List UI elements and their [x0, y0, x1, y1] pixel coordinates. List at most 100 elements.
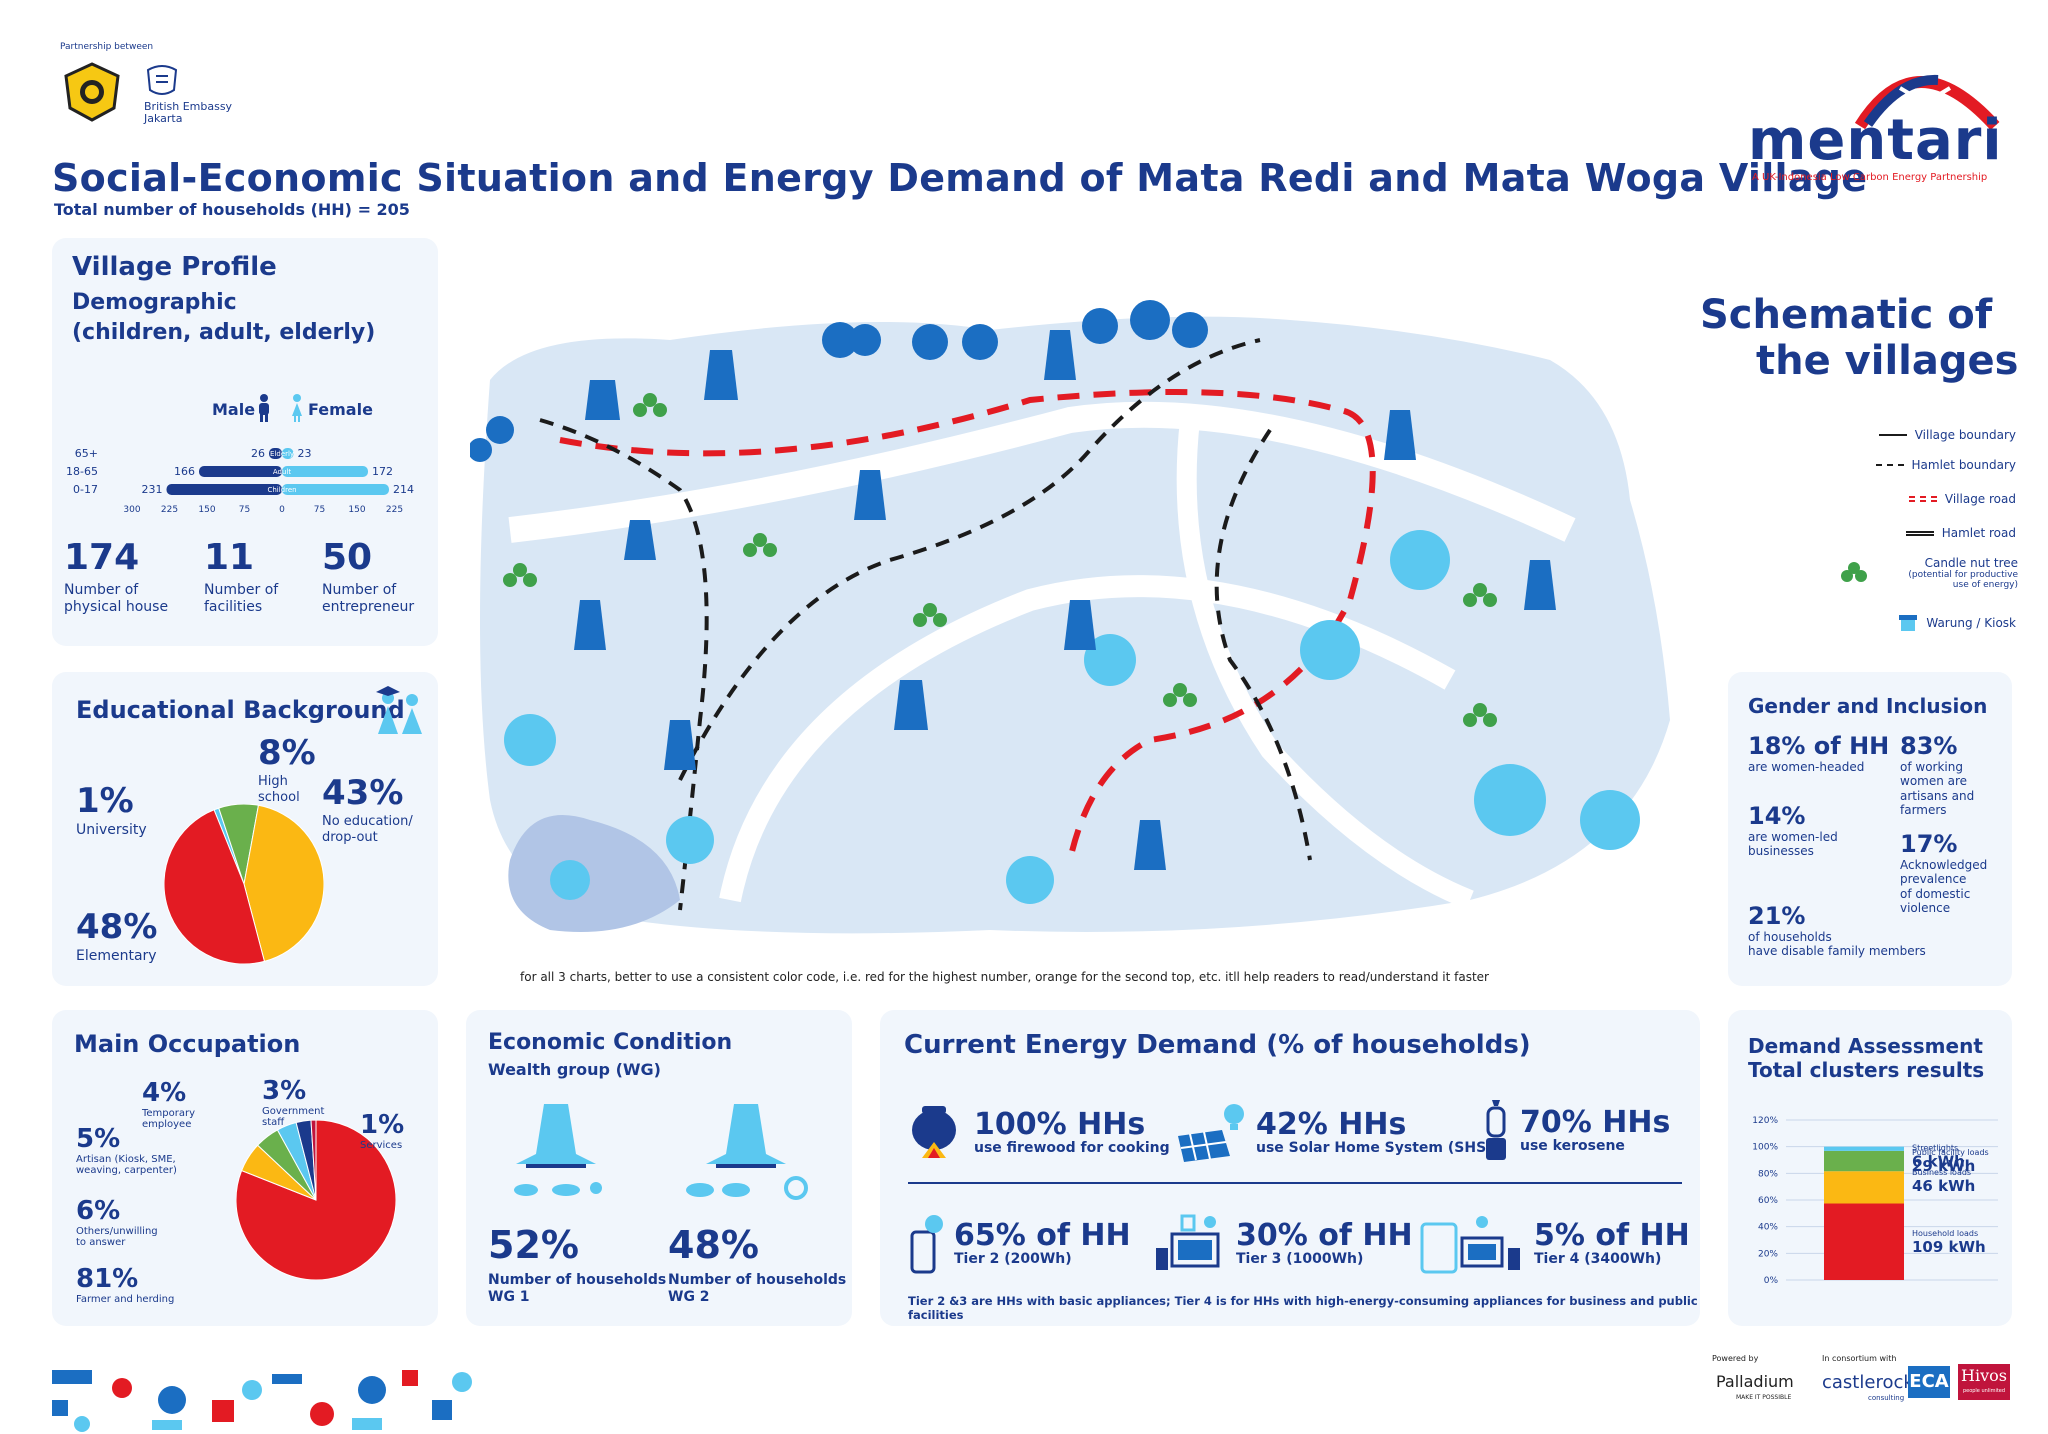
demand-bar-segment [1824, 1171, 1904, 1204]
occupation-panel: Main Occupation 4% Temporary employee 3%… [52, 1010, 438, 1326]
gender-women-headed-pct: 18% of HH [1748, 732, 1890, 760]
solar-panel-icon [1178, 1104, 1244, 1162]
occupation-title: Main Occupation [74, 1030, 301, 1058]
stat-houses-value: 174 [64, 537, 140, 578]
powered-by-label: Powered by [1712, 1354, 1759, 1363]
consortium-label: In consortium with [1822, 1354, 1897, 1363]
demand-bar-segment [1824, 1203, 1904, 1280]
edu-university-label: University [76, 822, 147, 838]
occ-others-pct: 6% [76, 1196, 121, 1226]
fridge-appliances-icon [1420, 1216, 1520, 1274]
demand-series-name: Household loads [1912, 1229, 1978, 1238]
stat-facilities-value: 11 [204, 537, 255, 578]
gender-disability-text-2: have disable family members [1748, 944, 1926, 959]
firewood-pot-icon [912, 1106, 956, 1158]
demographic-title: Demographic [72, 290, 237, 315]
schematic-title-1: Schematic of [1700, 292, 1993, 338]
wg1: 52% Number of households WG 1 [488, 1226, 666, 1306]
village-map [468, 300, 1710, 950]
demand-series-name: Business loads [1912, 1168, 1971, 1177]
edu-elementary-label: Elementary [76, 948, 157, 964]
pyramid-age-label: 18-65 [66, 465, 98, 478]
energy-divider [908, 1182, 1682, 1184]
edu-highschool-label-1: High [258, 774, 288, 789]
gender-violence-pct: 17% [1900, 830, 1958, 858]
edu-highschool-label-2: school [258, 789, 300, 805]
demand-series-value: 29 kWh [1912, 1157, 1975, 1175]
stat-houses: 174 Number of physical house [64, 540, 168, 616]
pyramid-value-female: 172 [372, 465, 393, 478]
tv-appliances-icon [1156, 1214, 1220, 1270]
gender-item-women-led: 14% are women-led businesses [1748, 802, 1838, 859]
pyramid-value-male: 166 [174, 465, 195, 478]
stat-entrepreneur-label-1: Number of [322, 582, 397, 598]
population-pyramid: 65+ 26 23 Elderly 18-65 166 172 Adult 0-17 231 214… [66, 447, 414, 515]
energy-note: Tier 2 &3 are HHs with basic appliances;… [908, 1294, 1698, 1322]
gender-working-women-text-4: farmers [1900, 803, 1947, 818]
edu-elementary-pct: 48% [76, 907, 158, 947]
pyramid-axis-tick: 225 [161, 505, 178, 515]
occupation-pie-slice [310, 1120, 317, 1201]
gender-working-women-text-2: women are [1900, 774, 1968, 789]
energy-panel: Current Energy Demand (% of households) … [880, 1010, 1700, 1326]
legend-kiosk: Warung / Kiosk [1898, 614, 2016, 632]
energy-tier3-pct: 30% of HH [1236, 1218, 1413, 1253]
legend-village-boundary-label: Village boundary [1914, 428, 2016, 442]
demand-y-tick: 100% [1752, 1143, 1778, 1153]
occ-farmer-pct: 81% [76, 1264, 139, 1294]
house-livestock-icon-wg2 [686, 1104, 808, 1200]
energy-kerosene-pct: 70% HHs [1520, 1105, 1671, 1140]
gender-title: Gender and Inclusion [1748, 694, 1988, 718]
wg2-pct: 48% [668, 1223, 759, 1267]
pyramid-axis-tick: 300 [123, 505, 140, 515]
stat-facilities: 11 Number of facilities [204, 540, 278, 616]
pyramid-bar-female [282, 448, 294, 459]
gender-violence-text-3: of domestic [1900, 886, 1971, 901]
stat-facilities-label-1: Number of [204, 582, 279, 598]
legend-line-red [1908, 496, 1937, 502]
page-subtitle: Total number of households (HH) = 205 [54, 200, 410, 219]
legend-village-road: Village road [1908, 492, 2016, 506]
economic-panel: Economic Condition Wealth group (WG) 52%… [466, 1010, 852, 1326]
occ-artisan-label-1: Artisan (Kiosk, SME, [76, 1154, 176, 1165]
eca-logo: ECA [1908, 1366, 1950, 1398]
stat-houses-label-2: physical house [64, 598, 169, 615]
edu-university: 1% University [76, 784, 147, 839]
pyramid-axis-tick: 150 [348, 505, 365, 515]
occ-artisan-pct: 5% [76, 1124, 121, 1154]
demand-bar-segment [1824, 1150, 1904, 1172]
pyramid-bar-female [282, 484, 389, 495]
education-pie-slice [243, 804, 324, 962]
palladium-tag: MAKE IT POSSIBLE [1736, 1394, 1792, 1401]
page-title: Social-Economic Situation and Energy Dem… [52, 156, 1868, 200]
wg1-pct: 52% [488, 1223, 579, 1267]
edu-university-pct: 1% [76, 781, 134, 821]
decorative-pattern [52, 1370, 482, 1434]
hivos-logo: Hivos people unlimited [1958, 1364, 2010, 1400]
edu-noeducation-pct: 43% [322, 773, 404, 813]
occ-temporary-label-2: employee [142, 1119, 192, 1130]
pyramid-bar-male [199, 466, 282, 477]
edu-elementary: 48% Elementary [76, 910, 157, 965]
occupation-pie [236, 1120, 396, 1280]
gender-working-women-pct: 83% [1900, 732, 1958, 760]
castlerock-tag: consulting [1868, 1394, 1905, 1402]
phone-bulb-icon [910, 1215, 943, 1274]
demand-stacked-bar-chart: 120% 100% 80% 60% 40% 20% 0% Household loads109… [1752, 1116, 1998, 1286]
legend-hamlet-road-label: Hamlet road [1941, 526, 2016, 540]
pyramid-axis-tick: 0 [279, 505, 285, 515]
demand-title-2: Total clusters results [1748, 1058, 1985, 1082]
occ-temporary-label-1: Temporary [142, 1108, 196, 1119]
occ-artisan: 5% Artisan (Kiosk, SME, weaving, carpent… [76, 1124, 177, 1176]
legend-hamlet-boundary: Hamlet boundary [1875, 458, 2016, 472]
demand-y-tick: 60% [1758, 1196, 1778, 1206]
pyramid-row-label: Elderly [270, 450, 294, 458]
gender-violence-text-2: prevalence [1900, 872, 1967, 887]
gender-violence-text-4: violence [1900, 901, 1951, 916]
pyramid-value-female: 23 [298, 447, 312, 460]
male-label: Male [212, 400, 256, 419]
female-icon [290, 394, 304, 426]
energy-tier2-label: Tier 2 (200Wh) [954, 1251, 1072, 1267]
wg2: 48% Number of households WG 2 [668, 1226, 846, 1306]
energy-title: Current Energy Demand (% of households) [904, 1030, 1531, 1060]
